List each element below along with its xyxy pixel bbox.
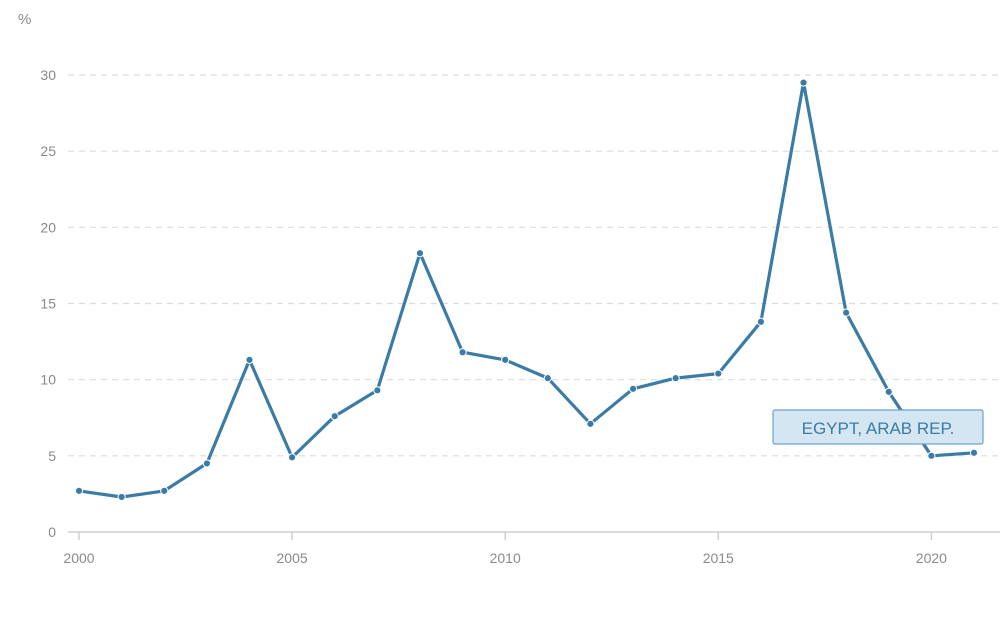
series-label-text[interactable]: EGYPT, ARAB REP. bbox=[802, 419, 955, 438]
data-point[interactable] bbox=[884, 387, 893, 396]
x-tick-label: 2015 bbox=[703, 550, 734, 566]
data-point[interactable] bbox=[799, 78, 808, 87]
series-label[interactable]: EGYPT, ARAB REP. bbox=[772, 409, 984, 445]
y-tick-label: 25 bbox=[40, 143, 56, 159]
x-axis-ticks: 2000 2005 2010 2015 2020 bbox=[63, 532, 947, 566]
x-tick-label: 2020 bbox=[916, 550, 947, 566]
x-tick-label: 2005 bbox=[277, 550, 308, 566]
x-tick-label: 2000 bbox=[63, 550, 94, 566]
data-point[interactable] bbox=[458, 348, 467, 357]
data-point[interactable] bbox=[245, 355, 254, 364]
data-point[interactable] bbox=[287, 453, 297, 462]
data-point[interactable] bbox=[117, 492, 126, 502]
data-point[interactable] bbox=[543, 374, 552, 383]
data-point[interactable] bbox=[628, 384, 638, 393]
y-unit-label: % bbox=[18, 11, 31, 28]
y-tick-label: 20 bbox=[40, 219, 56, 235]
grid-lines bbox=[68, 74, 1000, 457]
data-point[interactable] bbox=[202, 459, 211, 468]
data-point[interactable] bbox=[756, 317, 766, 326]
y-tick-label: 10 bbox=[40, 372, 56, 388]
data-point[interactable] bbox=[501, 355, 510, 364]
data-point[interactable] bbox=[330, 412, 339, 421]
data-point[interactable] bbox=[714, 369, 723, 378]
y-tick-label: 5 bbox=[48, 448, 56, 464]
series-line bbox=[77, 81, 976, 499]
y-tick-label: 15 bbox=[40, 296, 56, 312]
y-axis-ticks: 0 5 10 15 20 25 30 bbox=[40, 67, 56, 540]
y-tick-label: 0 bbox=[48, 524, 56, 540]
data-point[interactable] bbox=[842, 308, 851, 317]
data-point[interactable] bbox=[671, 374, 680, 383]
series-layer bbox=[74, 78, 979, 502]
data-point[interactable] bbox=[927, 451, 936, 460]
x-tick-label: 2010 bbox=[490, 550, 521, 566]
data-point[interactable] bbox=[74, 486, 84, 495]
data-point[interactable] bbox=[373, 386, 382, 395]
data-point[interactable] bbox=[586, 419, 595, 428]
data-point[interactable] bbox=[415, 249, 425, 258]
y-tick-label: 30 bbox=[40, 67, 56, 83]
series-label-box[interactable] bbox=[772, 409, 984, 445]
data-point[interactable] bbox=[969, 448, 979, 457]
data-point[interactable] bbox=[160, 486, 169, 495]
